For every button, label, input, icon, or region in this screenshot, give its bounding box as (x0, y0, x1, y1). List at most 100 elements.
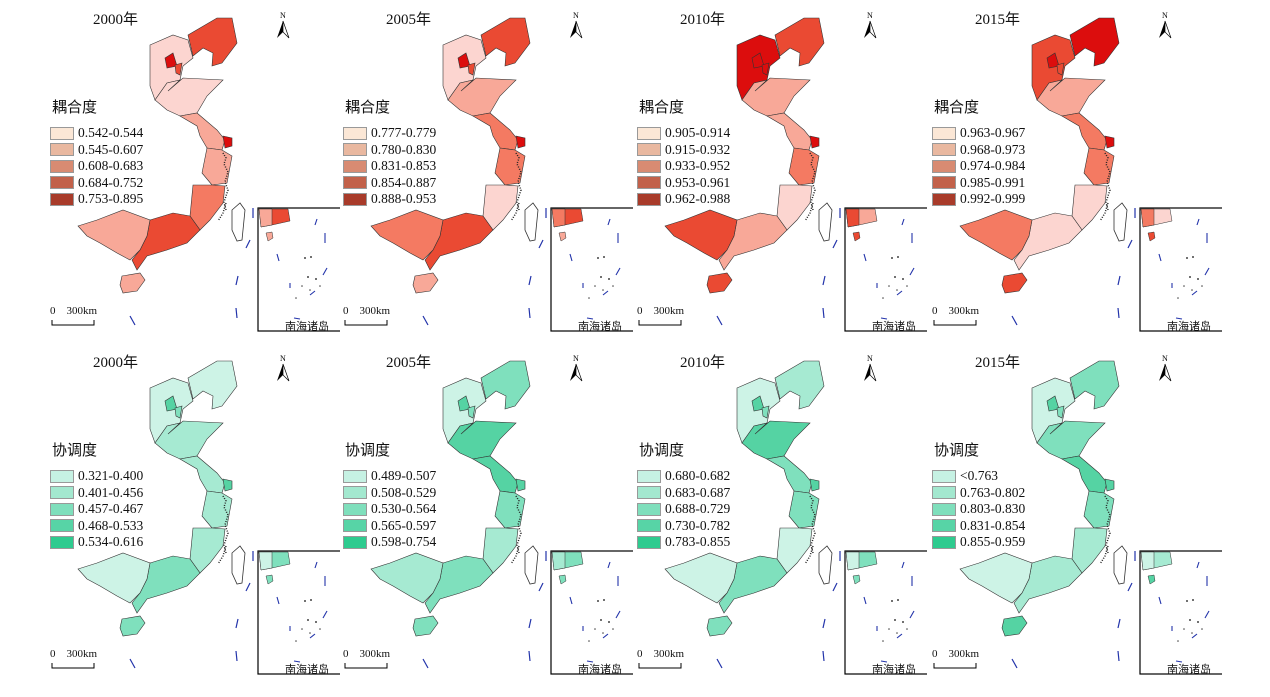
legend-label: 0.489-0.507 (371, 468, 437, 484)
scale-bar (344, 663, 388, 669)
legend-swatch (343, 486, 367, 500)
north-arrow: N (1159, 11, 1172, 39)
legend-swatch (637, 159, 661, 173)
legend-label: 0.915-0.932 (665, 141, 731, 157)
inset-map (1140, 208, 1210, 320)
legend-swatch (932, 126, 956, 140)
province-hainan (119, 615, 146, 637)
scale-label: 300km (948, 305, 980, 317)
legend-label: 0.688-0.729 (665, 501, 731, 517)
panel-year: 2005年 (386, 355, 432, 371)
inset-label: 南海诸岛 (285, 321, 329, 333)
legend-label: <0.763 (960, 468, 998, 484)
legend-swatch (343, 159, 367, 173)
province-tianjin (174, 405, 183, 419)
legend-item: <0.763 (932, 468, 1025, 485)
province-jiangsu (1061, 455, 1108, 494)
legend-item: 0.565-0.597 (343, 518, 436, 535)
legend-swatch (637, 126, 661, 140)
legend-item: 0.854-0.887 (343, 175, 436, 192)
legend-label: 0.468-0.533 (78, 517, 144, 533)
north-arrow: N (864, 354, 877, 382)
legend-label: 0.888-0.953 (371, 191, 437, 207)
legend-item: 0.534-0.616 (50, 534, 143, 551)
province-hainan (1001, 615, 1028, 637)
legend-item: 0.763-0.802 (932, 485, 1025, 502)
province-shanghai (222, 478, 233, 492)
province-taiwan (231, 202, 246, 242)
legend-title: 耦合度 (345, 100, 391, 116)
province-zhejiang (201, 147, 233, 186)
legend-item: 0.985-0.991 (932, 175, 1025, 192)
inset-label: 南海诸岛 (1167, 664, 1211, 676)
legend-title: 耦合度 (52, 100, 98, 116)
legend-item: 0.457-0.467 (50, 501, 143, 518)
legend-label: 0.933-0.952 (665, 158, 731, 174)
legend-item: 0.953-0.961 (637, 175, 730, 192)
north-arrow: N (570, 354, 583, 382)
legend-swatch (50, 192, 74, 206)
province-zhejiang (494, 147, 526, 186)
legend-title: 协调度 (639, 443, 685, 459)
legend-swatch (932, 159, 956, 173)
north-label: N (867, 354, 873, 363)
province-liaoning (187, 17, 238, 67)
north-arrow: N (570, 11, 583, 39)
panel-year: 2005年 (386, 12, 432, 28)
province-jiangsu (472, 455, 519, 494)
legend-item: 0.831-0.853 (343, 158, 436, 175)
legend-label: 0.545-0.607 (78, 141, 144, 157)
province-taiwan (1113, 545, 1128, 585)
inset-map (845, 208, 915, 320)
legend-label: 0.777-0.779 (371, 125, 437, 141)
scale-label: 300km (653, 648, 685, 660)
province-tianjin (761, 405, 770, 419)
legend-item: 0.905-0.914 (637, 125, 730, 142)
north-arrow: N (1159, 354, 1172, 382)
legend-label: 0.803-0.830 (960, 501, 1026, 517)
scale-text: 0 300km (637, 305, 684, 317)
legend-label: 0.763-0.802 (960, 484, 1026, 500)
legend-swatch (637, 176, 661, 190)
legend-item: 0.730-0.782 (637, 518, 730, 535)
coastal-islands (804, 495, 816, 565)
inset-label: 南海诸岛 (1167, 321, 1211, 333)
legend-swatch (343, 519, 367, 533)
inset-label: 南海诸岛 (578, 664, 622, 676)
coastal-islands (804, 152, 816, 222)
province-liaoning (1069, 360, 1120, 410)
legend-swatch (50, 176, 74, 190)
inset-map (258, 208, 328, 320)
scale-zero: 0 (932, 305, 938, 317)
province-jiangsu (472, 112, 519, 151)
inset-frame (550, 550, 633, 675)
legend-label: 0.780-0.830 (371, 141, 437, 157)
legend-swatch (932, 519, 956, 533)
coastal-islands (1099, 495, 1111, 565)
province-liaoning (480, 17, 531, 67)
province-guangxi (77, 209, 151, 261)
province-hebei (736, 377, 781, 444)
legend-label: 0.953-0.961 (665, 174, 731, 190)
scale-text: 0 300km (343, 305, 390, 317)
inset-map (1140, 551, 1210, 663)
legend-label: 0.401-0.456 (78, 484, 144, 500)
coordination-panel-0: N 2000年 协调度 0.321-0.400 0.401-0.456 0.457-… (40, 346, 340, 686)
province-hainan (706, 615, 733, 637)
legend-swatch (637, 502, 661, 516)
province-taiwan (818, 202, 833, 242)
province-taiwan (1113, 202, 1128, 242)
scale-bar (51, 320, 95, 326)
nine-dash-line (716, 208, 841, 326)
scale-bar (51, 663, 95, 669)
scale-bar (638, 320, 682, 326)
legend-item: 0.888-0.953 (343, 191, 436, 208)
coupling-panel-0: N 2000年 耦合度 0.542-0.544 0.545-0.607 0.608-… (40, 3, 340, 343)
province-hebei (736, 34, 781, 101)
legend-item: 0.803-0.830 (932, 501, 1025, 518)
province-hebei (1031, 34, 1076, 101)
province-shanghai (809, 135, 820, 149)
legend-title: 协调度 (934, 443, 980, 459)
nine-dash-line (129, 208, 254, 326)
legend-swatch (343, 176, 367, 190)
